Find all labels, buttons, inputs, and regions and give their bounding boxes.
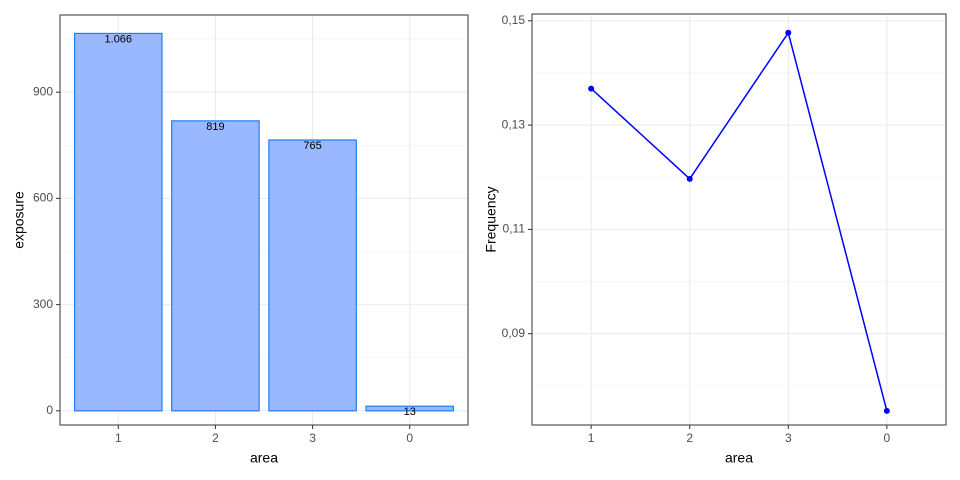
bar — [73, 32, 163, 412]
point — [588, 85, 595, 92]
point — [686, 175, 693, 182]
x-tick-label: 1 — [588, 431, 595, 445]
value-label: 13 — [404, 406, 416, 418]
x-tick-label: 3 — [309, 431, 316, 445]
panel-border — [59, 14, 469, 426]
y-tick-label: 0 — [46, 403, 53, 417]
line — [590, 30, 888, 412]
y-tick-label: 300 — [33, 297, 53, 311]
y-axis-title: exposure — [11, 191, 27, 249]
value-label: 1.066 — [105, 33, 133, 45]
bar — [365, 405, 455, 412]
y-tick-label: 0,13 — [502, 117, 526, 131]
y-tick-label: 0,11 — [503, 222, 526, 236]
panel-border — [531, 13, 947, 426]
y-tick-label: 600 — [33, 191, 53, 205]
y-tick-label: 900 — [33, 84, 53, 98]
x-tick-label: 0 — [406, 431, 413, 445]
x-axis-title: area — [250, 450, 278, 466]
x-tick-label: 1 — [115, 431, 122, 445]
y-tick-label: 0,09 — [502, 326, 526, 340]
x-tick-label: 2 — [212, 431, 219, 445]
y-tick-label: 0,15 — [502, 13, 526, 27]
x-tick-label: 3 — [785, 431, 792, 445]
point — [785, 29, 792, 36]
point — [883, 407, 890, 414]
y-axis-title: Frequency — [483, 186, 499, 252]
bar — [171, 120, 260, 412]
value-label: 765 — [303, 140, 321, 152]
x-tick-label: 2 — [686, 431, 693, 445]
x-tick-label: 0 — [884, 431, 891, 445]
value-label: 819 — [206, 121, 224, 133]
bar — [268, 139, 357, 412]
x-axis-title: area — [725, 450, 753, 466]
